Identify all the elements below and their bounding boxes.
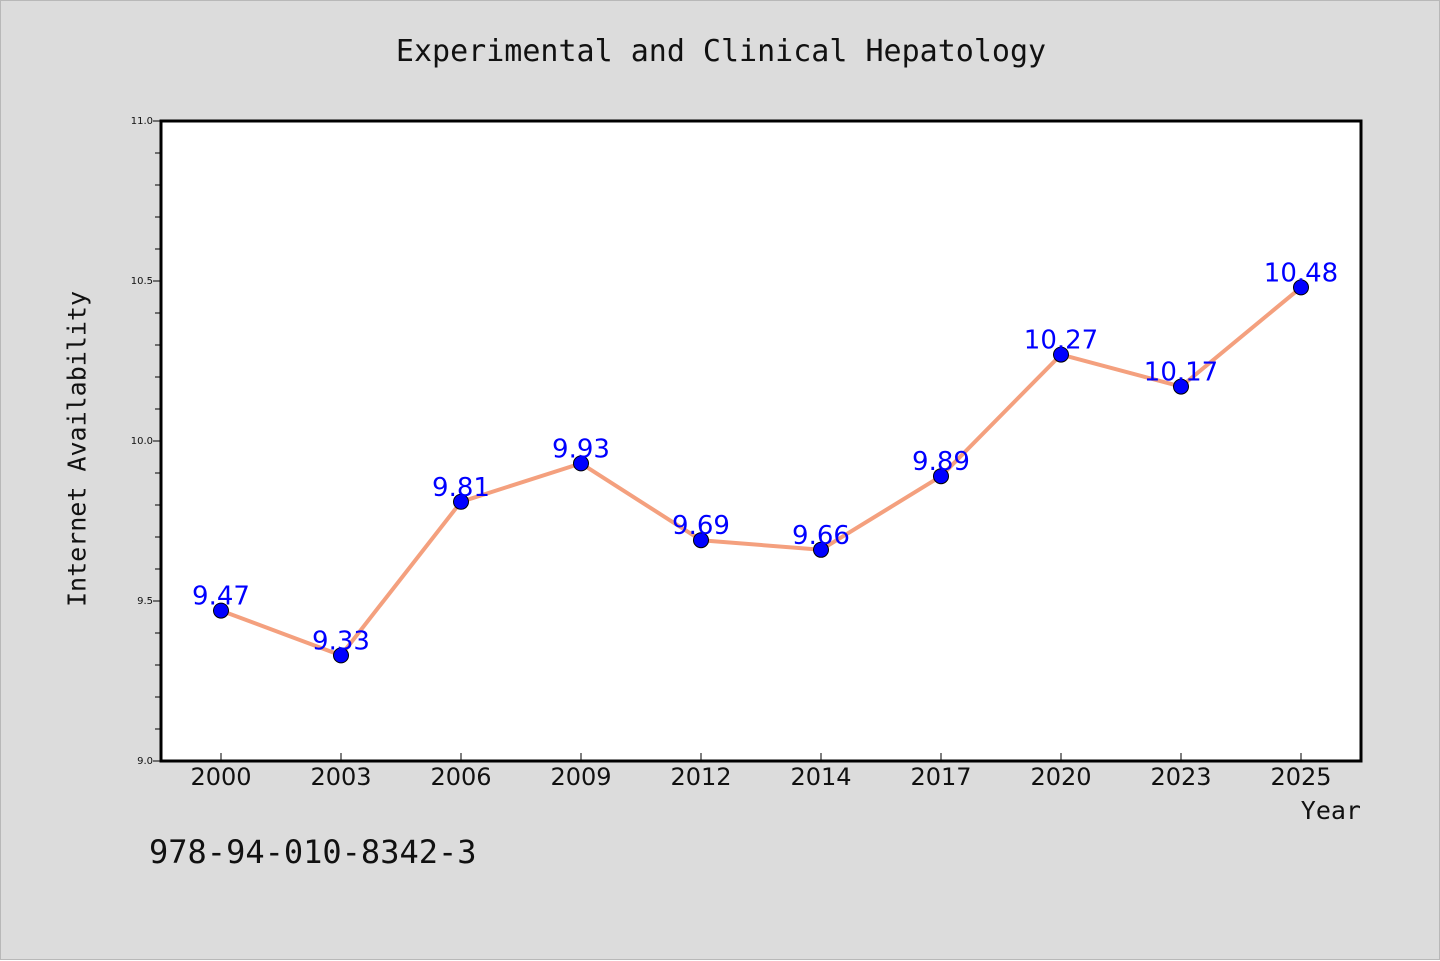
data-label: 10.27	[1024, 326, 1098, 356]
data-label: 9.81	[432, 473, 490, 503]
data-label: 10.17	[1144, 358, 1218, 388]
x-tick-label: 2014	[790, 763, 851, 791]
plot-background	[161, 121, 1361, 761]
x-tick-label: 2025	[1270, 763, 1331, 791]
data-label: 9.33	[312, 626, 370, 656]
data-point	[213, 602, 229, 619]
data-label: 9.93	[552, 434, 610, 464]
x-tick-label: 2012	[670, 763, 731, 791]
data-point	[573, 455, 589, 472]
data-point	[1053, 346, 1069, 363]
y-tick-label: 10.0	[131, 436, 153, 447]
series-line	[219, 285, 1303, 658]
x-axis-label: Year	[1300, 796, 1361, 825]
y-tick-label: 10.5	[131, 276, 153, 287]
x-tick-label: 2020	[1030, 763, 1091, 791]
data-point	[453, 493, 469, 510]
data-label: 9.69	[672, 511, 730, 541]
x-tick-label: 2006	[430, 763, 491, 791]
data-label: 9.66	[792, 521, 850, 551]
x-tick-label: 2023	[1150, 763, 1211, 791]
x-tick-label: 2003	[310, 763, 371, 791]
y-tick-label: 9.0	[137, 756, 153, 767]
y-tick-label: 11.0	[131, 116, 153, 127]
isbn-text: 978-94-010-8342-3	[149, 833, 477, 871]
x-tick-label: 2009	[550, 763, 611, 791]
chart-title: Experimental and Clinical Hepatology	[395, 34, 1047, 69]
y-tick-label: 9.5	[137, 596, 153, 607]
x-tick-label: 2000	[190, 763, 251, 791]
data-label: 9.89	[912, 447, 970, 477]
data-point	[933, 468, 949, 485]
data-label: 10.48	[1264, 258, 1338, 288]
data-label: 9.47	[192, 582, 250, 612]
data-point	[1293, 279, 1309, 296]
data-point	[1173, 378, 1189, 395]
data-point	[813, 541, 829, 558]
x-tick-label: 2017	[910, 763, 971, 791]
data-point	[333, 647, 349, 664]
plot-frame	[159, 119, 1363, 763]
data-point	[693, 532, 709, 549]
